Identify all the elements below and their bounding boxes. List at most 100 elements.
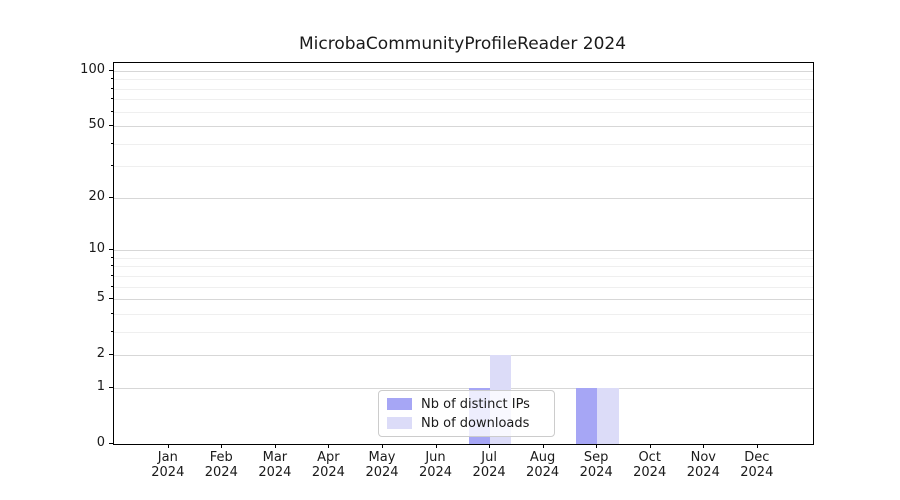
- y-minor-tick-mark-9: [111, 256, 113, 258]
- x-tick-label-apr-2024: Apr 2024: [298, 450, 358, 480]
- minor-gridline-4: [114, 313, 813, 315]
- y-minor-tick-mark-70: [111, 98, 113, 100]
- y-minor-tick-mark-40: [111, 142, 113, 144]
- y-tick-label-100: 100: [80, 61, 105, 77]
- x-tick-mark-sep-2024: [596, 444, 598, 448]
- minor-gridline-70: [114, 99, 813, 101]
- x-tick-mark-jun-2024: [435, 444, 437, 448]
- y-tick-label-5: 5: [96, 290, 105, 306]
- minor-gridline-3: [114, 331, 813, 333]
- y-tick-label-0: 0: [96, 435, 105, 450]
- y-tick-label-20: 20: [88, 188, 105, 204]
- bar-nb-of-downloads-sep-2024: [597, 388, 619, 444]
- x-tick-label-sep-2024: Sep 2024: [566, 450, 626, 480]
- minor-gridline-80: [114, 88, 813, 90]
- x-tick-label-line: 2024: [579, 465, 613, 480]
- y-tick-mark-2: [109, 354, 113, 356]
- y-minor-tick-mark-90: [111, 78, 113, 80]
- minor-gridline-90: [114, 79, 813, 81]
- y-minor-tick-mark-6: [111, 285, 113, 287]
- y-tick-mark-1: [109, 387, 113, 388]
- x-tick-label-line: Aug: [529, 450, 556, 465]
- x-tick-label-line: 2024: [204, 465, 238, 480]
- x-tick-mark-apr-2024: [328, 444, 330, 448]
- y-minor-tick-mark-60: [111, 110, 113, 112]
- x-tick-label-line: 2024: [472, 465, 506, 480]
- minor-gridline-40: [114, 143, 813, 145]
- major-gridline-20: [114, 197, 813, 199]
- x-tick-label-line: Oct: [638, 450, 661, 465]
- bar-nb-of-distinct-ips-sep-2024: [575, 388, 598, 444]
- x-tick-label-line: Jul: [481, 450, 497, 465]
- major-gridline-5: [114, 299, 813, 301]
- x-tick-label-line: 2024: [526, 465, 560, 480]
- minor-gridline-9: [114, 257, 813, 259]
- x-tick-label-may-2024: May 2024: [352, 450, 412, 480]
- y-tick-label-50: 50: [88, 117, 105, 133]
- x-tick-mark-dec-2024: [756, 444, 758, 448]
- x-tick-label-line: 2024: [418, 465, 453, 480]
- x-tick-label-line: 2024: [740, 465, 774, 480]
- x-tick-mark-mar-2024: [274, 444, 276, 448]
- x-tick-label-jun-2024: Jun 2024: [406, 450, 466, 480]
- x-tick-label-line: Mar: [262, 450, 288, 465]
- y-tick-mark-0: [109, 443, 113, 444]
- legend-swatch-distinct-ips: [387, 398, 412, 410]
- x-tick-mark-oct-2024: [649, 444, 651, 448]
- x-tick-label-mar-2024: Mar 2024: [245, 450, 305, 480]
- x-tick-label-jul-2024: Jul 2024: [459, 450, 519, 480]
- x-tick-label-dec-2024: Dec 2024: [727, 450, 787, 480]
- y-minor-tick-mark-8: [111, 265, 113, 267]
- x-tick-mark-jan-2024: [167, 444, 169, 448]
- x-tick-mark-nov-2024: [703, 444, 705, 448]
- x-tick-label-line: Jan: [157, 450, 178, 465]
- minor-gridline-30: [114, 166, 813, 168]
- x-tick-mark-feb-2024: [221, 444, 223, 448]
- y-tick-mark-5: [109, 298, 113, 300]
- major-gridline-1: [114, 388, 813, 389]
- x-tick-label-aug-2024: Aug 2024: [513, 450, 573, 480]
- chart-title: MicrobaCommunityProfileReader 2024: [298, 34, 627, 54]
- x-tick-label-line: 2024: [311, 465, 345, 480]
- minor-gridline-60: [114, 111, 813, 113]
- plot-area: Nb of distinct IPs Nb of downloads: [113, 62, 814, 445]
- y-tick-label-1: 1: [96, 379, 105, 394]
- y-minor-tick-mark-80: [111, 87, 113, 89]
- y-tick-label-2: 2: [96, 346, 105, 362]
- x-tick-label-line: 2024: [365, 465, 399, 480]
- y-minor-tick-mark-30: [111, 165, 113, 167]
- legend-swatch-downloads: [387, 417, 412, 429]
- x-tick-label-line: May: [368, 450, 396, 465]
- minor-gridline-8: [114, 266, 813, 268]
- legend: Nb of distinct IPs Nb of downloads: [378, 390, 555, 437]
- x-tick-label-line: 2024: [686, 465, 720, 480]
- y-tick-mark-100: [109, 69, 113, 71]
- legend-label-distinct-ips: Nb of distinct IPs: [421, 396, 530, 412]
- y-tick-label-10: 10: [88, 241, 105, 257]
- x-tick-label-feb-2024: Feb 2024: [191, 450, 251, 480]
- x-tick-label-line: 2024: [258, 465, 292, 480]
- x-tick-label-line: Feb: [209, 450, 233, 465]
- x-tick-label-line: Apr: [317, 450, 340, 465]
- x-tick-label-line: Sep: [583, 450, 609, 465]
- x-tick-label-nov-2024: Nov 2024: [673, 450, 733, 480]
- legend-item-distinct-ips: Nb of distinct IPs: [387, 397, 554, 412]
- y-minor-tick-mark-7: [111, 274, 113, 276]
- minor-gridline-6: [114, 286, 813, 288]
- x-tick-label-line: 2024: [633, 465, 667, 480]
- y-tick-mark-50: [109, 125, 113, 127]
- y-tick-mark-10: [109, 249, 113, 251]
- x-tick-label-oct-2024: Oct 2024: [620, 450, 680, 480]
- x-tick-label-line: 2024: [151, 465, 185, 480]
- y-tick-mark-20: [109, 196, 113, 198]
- x-tick-label-jan-2024: Jan 2024: [138, 450, 198, 480]
- major-gridline-10: [114, 250, 813, 252]
- major-gridline-50: [114, 126, 813, 128]
- major-gridline-100: [114, 70, 813, 72]
- x-tick-label-line: Dec: [744, 450, 770, 465]
- y-minor-tick-mark-4: [111, 312, 113, 314]
- x-tick-label-line: Jun: [425, 450, 446, 465]
- x-tick-label-line: Nov: [690, 450, 716, 465]
- minor-gridline-7: [114, 275, 813, 277]
